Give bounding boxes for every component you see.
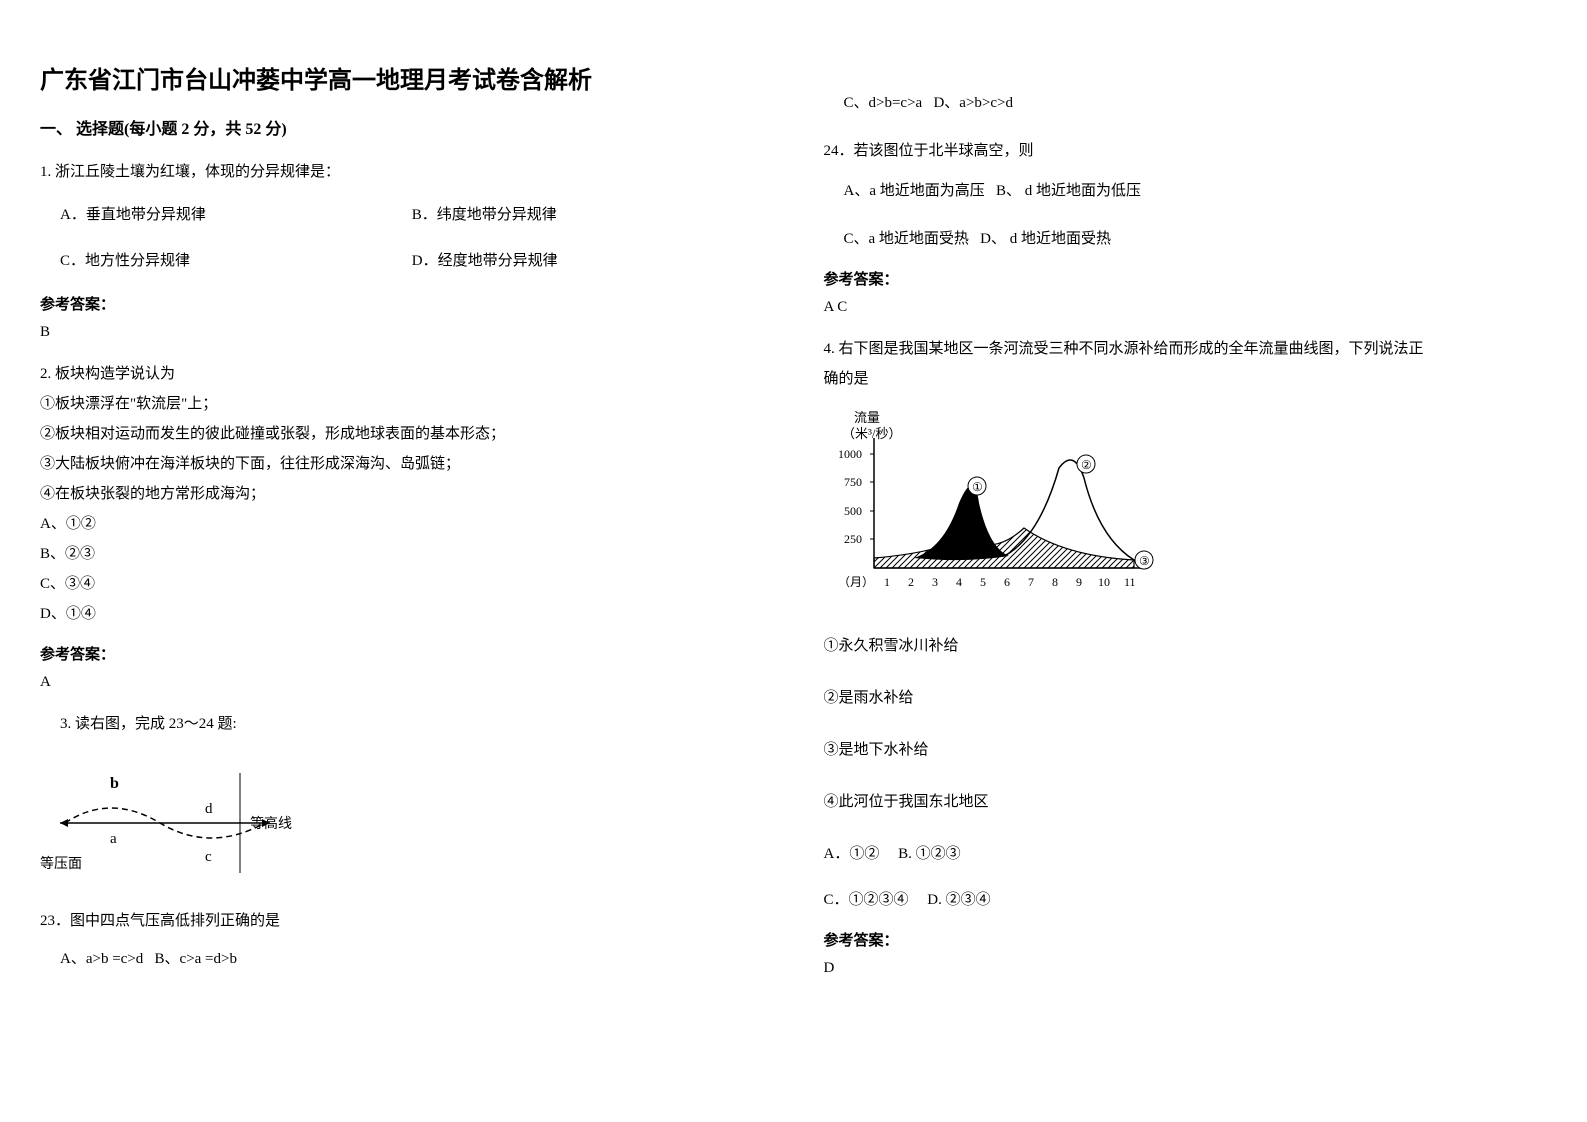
q2-option-a: A、①② <box>40 509 764 539</box>
q1-option-d: D．经度地带分异规律 <box>412 243 764 279</box>
xtick-5: 5 <box>980 575 986 589</box>
q1-answer: B <box>40 324 764 341</box>
q4-option-d: D. ②③④ <box>927 892 990 908</box>
q2-statement-3: ③大陆板块俯冲在海洋板块的下面，往往形成深海沟、岛弧链； <box>40 449 764 479</box>
series-1-fill <box>914 486 1009 561</box>
q23-stem: 23．图中四点气压高低排列正确的是 <box>40 906 764 936</box>
series-3-hatched <box>874 528 1134 568</box>
diagram-label-c: c <box>205 849 212 865</box>
q4-stem-line1: 4. 右下图是我国某地区一条河流受三种不同水源补给而形成的全年流量曲线图，下列说… <box>824 334 1548 364</box>
q4-statement-2: ②是雨水补给 <box>824 683 1548 713</box>
question-1: 1. 浙江丘陵土壤为红壤，体现的分异规律是： A．垂直地带分异规律 B．纬度地带… <box>40 157 764 341</box>
xtick-7: 7 <box>1028 575 1034 589</box>
xtick-10: 10 <box>1098 575 1110 589</box>
q3-intro: 3. 读右图，完成 23～24 题: <box>60 709 764 739</box>
q23-option-d: D、a>b>c>d <box>933 95 1013 111</box>
xtick-8: 8 <box>1052 575 1058 589</box>
q1-stem: 1. 浙江丘陵土壤为红壤，体现的分异规律是： <box>40 157 764 187</box>
xtick-11: 11 <box>1124 575 1136 589</box>
flow-ylabel-1: 流量 <box>854 410 880 425</box>
ytick-750: 750 <box>844 475 862 489</box>
flow-xlabel: （月） <box>838 575 874 589</box>
pressure-diagram: b a d c 等高线 等压面 <box>40 753 764 888</box>
q1-option-a: A．垂直地带分异规律 <box>60 197 412 233</box>
pressure-svg: b a d c 等高线 等压面 <box>40 753 320 883</box>
diagram-label-b: b <box>110 775 119 792</box>
flow-ylabel-2: （米³/秒） <box>842 426 902 441</box>
q2-option-c: C、③④ <box>40 569 764 599</box>
q4-stem-line2: 确的是 <box>824 364 1548 394</box>
left-column: 广东省江门市台山冲蒌中学高一地理月考试卷含解析 一、 选择题(每小题 2 分，共… <box>40 60 764 995</box>
q2-statement-4: ④在板块张裂的地方常形成海沟； <box>40 479 764 509</box>
q4-statement-3: ③是地下水补给 <box>824 735 1548 765</box>
q24-option-b: B、 d 地近地面为低压 <box>996 183 1141 199</box>
marker-3: ③ <box>1139 554 1150 568</box>
xtick-4: 4 <box>956 575 962 589</box>
flow-diagram: 流量 （米³/秒） 1000 750 500 250 <box>824 408 1548 613</box>
q24-option-c: C、a 地近地面受热 <box>844 231 969 247</box>
page-title: 广东省江门市台山冲蒌中学高一地理月考试卷含解析 <box>40 60 764 95</box>
q2-stem: 2. 板块构造学说认为 <box>40 359 764 389</box>
q1-option-b: B．纬度地带分异规律 <box>412 197 764 233</box>
diagram-label-a: a <box>110 831 117 847</box>
q24-stem: 24．若该图位于北半球高空，则 <box>824 136 1548 166</box>
q24-option-d: D、 d 地近地面受热 <box>980 231 1111 247</box>
q1-option-c: C．地方性分异规律 <box>60 243 412 279</box>
q23-option-c: C、d>b=c>a <box>844 95 923 111</box>
q23-option-a: A、a>b =c>d <box>60 951 143 967</box>
right-column: C、d>b=c>a D、a>b>c>d 24．若该图位于北半球高空，则 A、a … <box>824 60 1548 995</box>
ytick-500: 500 <box>844 504 862 518</box>
q4-option-b: B. ①②③ <box>898 846 961 862</box>
xtick-2: 2 <box>908 575 914 589</box>
question-4: 4. 右下图是我国某地区一条河流受三种不同水源补给而形成的全年流量曲线图，下列说… <box>824 334 1548 977</box>
q2-statement-2: ②板块相对运动而发生的彼此碰撞或张裂，形成地球表面的基本形态； <box>40 419 764 449</box>
q3-answer-label: 参考答案： <box>824 268 1548 289</box>
q2-answer: A <box>40 674 764 691</box>
q4-statement-1: ①永久积雪冰川补给 <box>824 631 1548 661</box>
flow-svg: 流量 （米³/秒） 1000 750 500 250 <box>824 408 1164 608</box>
diagram-label-d: d <box>205 801 213 817</box>
q4-answer-label: 参考答案： <box>824 929 1548 950</box>
xtick-6: 6 <box>1004 575 1010 589</box>
q2-statement-1: ①板块漂浮在"软流层"上； <box>40 389 764 419</box>
q2-option-d: D、①④ <box>40 599 764 629</box>
question-3: 3. 读右图，完成 23～24 题: b a d c 等高线 <box>40 709 764 974</box>
xtick-3: 3 <box>932 575 938 589</box>
q4-answer: D <box>824 960 1548 977</box>
q3-answer: A C <box>824 299 1548 316</box>
ytick-1000: 1000 <box>838 447 862 461</box>
marker-2: ② <box>1081 458 1092 472</box>
diagram-label-isohypse: 等高线 <box>250 815 292 832</box>
question-2: 2. 板块构造学说认为 ①板块漂浮在"软流层"上； ②板块相对运动而发生的彼此碰… <box>40 359 764 691</box>
q4-option-c: C．①②③④ <box>824 892 909 908</box>
q1-answer-label: 参考答案： <box>40 293 764 314</box>
q4-statement-4: ④此河位于我国东北地区 <box>824 787 1548 817</box>
xtick-1: 1 <box>884 575 890 589</box>
section-heading: 一、 选择题(每小题 2 分，共 52 分) <box>40 115 764 139</box>
ytick-250: 250 <box>844 532 862 546</box>
q24-option-a: A、a 地近地面为高压 <box>844 183 985 199</box>
marker-1: ① <box>972 480 983 494</box>
diagram-label-isobar: 等压面 <box>40 855 82 872</box>
xtick-9: 9 <box>1076 575 1082 589</box>
q2-answer-label: 参考答案： <box>40 643 764 664</box>
q23-option-b: B、c>a =d>b <box>155 951 237 967</box>
q4-option-a: A．①② <box>824 846 880 862</box>
q2-option-b: B、②③ <box>40 539 764 569</box>
